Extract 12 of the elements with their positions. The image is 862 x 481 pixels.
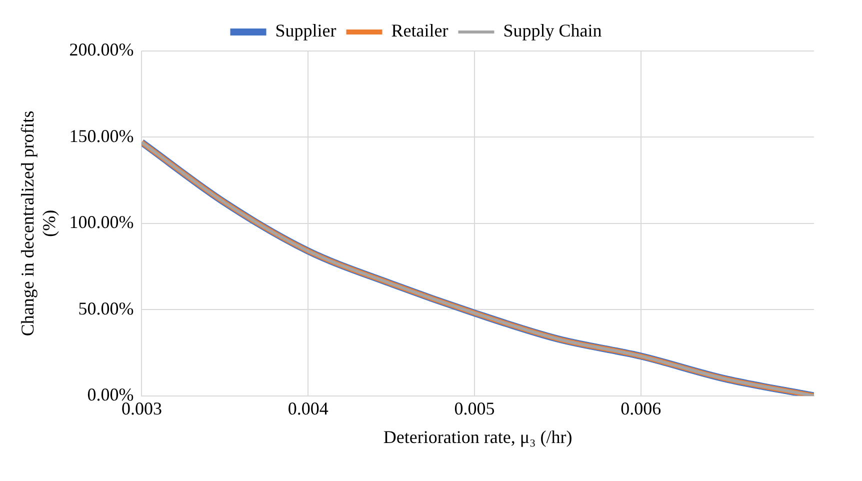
legend-label: Supplier [275, 20, 336, 41]
y-tick-label: 200.00% [69, 40, 134, 60]
x-tick-label: 0.004 [288, 398, 328, 418]
legend-label: Supply Chain [503, 20, 602, 41]
y-tick-label: 150.00% [69, 126, 134, 146]
x-axis-title: Deterioration rate, μ₃ (/hr) [383, 426, 572, 447]
y-tick-label: 50.00% [78, 298, 134, 318]
legend-label: Retailer [391, 20, 448, 41]
y-axis-title: Change in decentralized profits (%) [18, 110, 60, 336]
x-tick-label: 0.006 [620, 398, 662, 418]
x-tick-label: 0.005 [454, 398, 495, 418]
y-tick-label: 100.00% [69, 212, 134, 232]
